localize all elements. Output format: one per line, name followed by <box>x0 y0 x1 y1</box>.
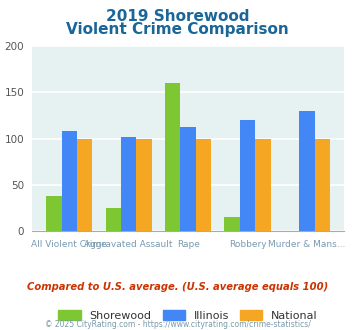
Text: © 2025 CityRating.com - https://www.cityrating.com/crime-statistics/: © 2025 CityRating.com - https://www.city… <box>45 320 310 329</box>
Bar <box>224 217 240 231</box>
Text: Compared to U.S. average. (U.S. average equals 100): Compared to U.S. average. (U.S. average … <box>27 282 328 292</box>
Bar <box>255 139 271 231</box>
Legend: Shorewood, Illinois, National: Shorewood, Illinois, National <box>55 307 321 324</box>
Bar <box>77 139 93 231</box>
Bar <box>240 120 255 231</box>
Bar <box>165 83 180 231</box>
Bar <box>180 127 196 231</box>
Bar <box>105 208 121 231</box>
Bar <box>46 196 62 231</box>
Bar <box>62 131 77 231</box>
Text: Violent Crime Comparison: Violent Crime Comparison <box>66 22 289 37</box>
Bar <box>136 139 152 231</box>
Bar <box>315 139 330 231</box>
Bar <box>299 111 315 231</box>
Text: 2019 Shorewood: 2019 Shorewood <box>106 9 249 24</box>
Bar <box>196 139 211 231</box>
Bar <box>121 137 136 231</box>
